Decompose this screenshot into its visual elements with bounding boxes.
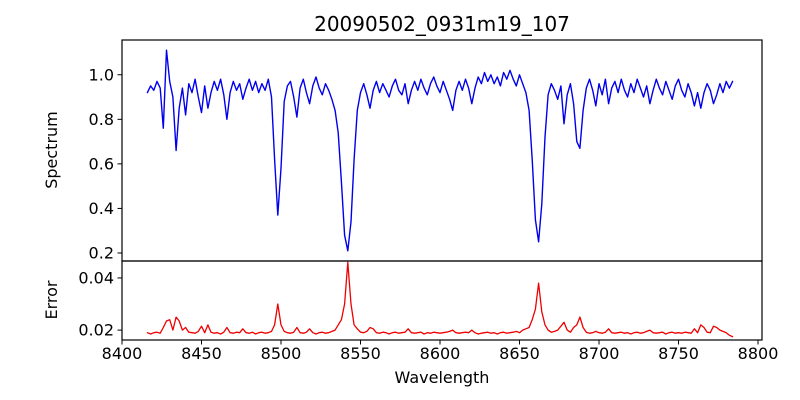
x-tick-label: 8450 xyxy=(181,344,222,363)
x-tick-label: 8800 xyxy=(738,344,779,363)
y-tick-label: 0.8 xyxy=(89,110,114,129)
x-tick-label: 8600 xyxy=(420,344,461,363)
y-tick-label: 0.2 xyxy=(89,244,114,263)
y-tick-label: 0.6 xyxy=(89,154,114,173)
x-tick-label: 8550 xyxy=(340,344,381,363)
chart-title: 20090502_0931m19_107 xyxy=(314,12,570,36)
error-y-axis-label: Error xyxy=(42,280,61,319)
error-panel-frame xyxy=(121,260,763,341)
spectrum-y-axis-label: Spectrum xyxy=(42,111,61,189)
x-axis-label: Wavelength xyxy=(395,368,490,387)
x-ticks: 8400 8450 8500 8550 8600 8650 8700 8750 8800 xyxy=(102,340,779,363)
error-y-ticks: 0.02 0.04 xyxy=(78,269,122,340)
x-tick-label: 8700 xyxy=(579,344,620,363)
x-tick-label: 8400 xyxy=(102,344,143,363)
y-tick-label: 0.04 xyxy=(78,269,114,288)
y-tick-label: 0.02 xyxy=(78,321,114,340)
x-tick-label: 8750 xyxy=(658,344,699,363)
error-line xyxy=(146,261,734,338)
spectrum-panel-frame xyxy=(121,39,763,262)
y-tick-label: 0.4 xyxy=(89,199,114,218)
x-tick-label: 8650 xyxy=(499,344,540,363)
y-tick-label: 1.0 xyxy=(89,65,114,84)
x-tick-label: 8500 xyxy=(261,344,302,363)
spectrum-y-ticks: 0.2 0.4 0.6 0.8 1.0 xyxy=(89,65,122,263)
spectrum-line xyxy=(146,49,734,252)
